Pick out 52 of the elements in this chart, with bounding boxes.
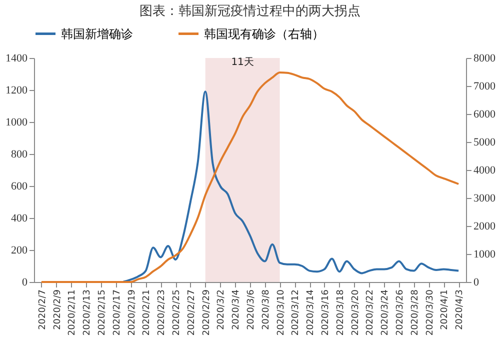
y2-tick-label: 6000 — [474, 108, 496, 120]
x-tick-label: 2020/2/25 — [172, 290, 182, 336]
y2-tick-label: 5000 — [474, 136, 496, 148]
y-tick-label: 0 — [22, 276, 28, 288]
x-tick-label: 2020/3/12 — [291, 290, 302, 336]
y-tick-label: 600 — [11, 180, 28, 192]
x-tick-label: 2020/3/6 — [246, 289, 256, 330]
legend-label: 韩国新增确诊 — [61, 26, 133, 41]
y2-tick-label: 4000 — [474, 164, 496, 176]
x-tick-label: 2020/3/4 — [232, 289, 242, 330]
x-tick-label: 2020/2/23 — [157, 290, 168, 336]
y-tick-label: 1400 — [6, 52, 28, 64]
x-tick-label: 2020/3/10 — [276, 289, 286, 336]
x-tick-label: 2020/2/29 — [202, 289, 212, 336]
chart-title: 图表：韩国新冠疫情过程中的两大拐点 — [140, 4, 360, 19]
x-tick-label: 2020/3/16 — [320, 289, 331, 336]
y2-tick-label: 2000 — [474, 220, 496, 232]
line-series — [40, 72, 460, 283]
x-tick-label: 2020/2/11 — [68, 290, 78, 336]
x-tick-label: 2020/3/22 — [366, 290, 376, 336]
x-tick-label: 2020/2/15 — [98, 290, 108, 336]
x-tick-label: 2020/3/30 — [425, 289, 436, 336]
y-tick-label: 200 — [11, 244, 28, 256]
x-tick-label: 2020/3/18 — [336, 289, 346, 336]
y-tick-label: 400 — [11, 212, 28, 224]
x-tick-label: 2020/2/19 — [127, 289, 138, 336]
x-tick-label: 2020/3/26 — [395, 289, 406, 336]
x-tick-label: 2020/3/14 — [306, 289, 316, 336]
x-tick-label: 2020/4/1 — [440, 290, 450, 330]
x-tick-label: 2020/2/21 — [142, 290, 152, 336]
x-tick-label: 2020/2/9 — [52, 289, 63, 330]
x-tick-label: 2020/2/13 — [82, 290, 93, 336]
y2-tick-label: 7000 — [474, 80, 496, 92]
x-tick-label: 2020/3/24 — [380, 289, 391, 336]
y2-tick-label: 8000 — [474, 52, 496, 64]
band-label: 11天 — [231, 57, 254, 68]
y-tick-label: 1200 — [6, 84, 28, 96]
x-tick-label: 2020/3/8 — [261, 289, 272, 330]
x-tick-label: 2020/4/3 — [455, 290, 466, 330]
x-tick-label: 2020/2/27 — [186, 290, 197, 336]
x-tick-label: 2020/3/28 — [410, 289, 420, 336]
x-tick-label: 2020/2/17 — [112, 290, 122, 336]
x-tick-label: 2020/3/2 — [216, 290, 227, 330]
y2-tick-label: 3000 — [474, 192, 496, 204]
x-tick-label: 2020/3/20 — [350, 289, 361, 336]
line-series — [122, 90, 460, 283]
x-tick-label: 2020/2/7 — [38, 290, 48, 330]
y-tick-label: 800 — [11, 148, 28, 160]
y2-tick-label: 0 — [474, 276, 480, 288]
y2-tick-label: 1000 — [474, 248, 496, 260]
y-tick-label: 1000 — [6, 116, 28, 128]
legend-label: 韩国现有确诊（右轴） — [204, 26, 324, 41]
